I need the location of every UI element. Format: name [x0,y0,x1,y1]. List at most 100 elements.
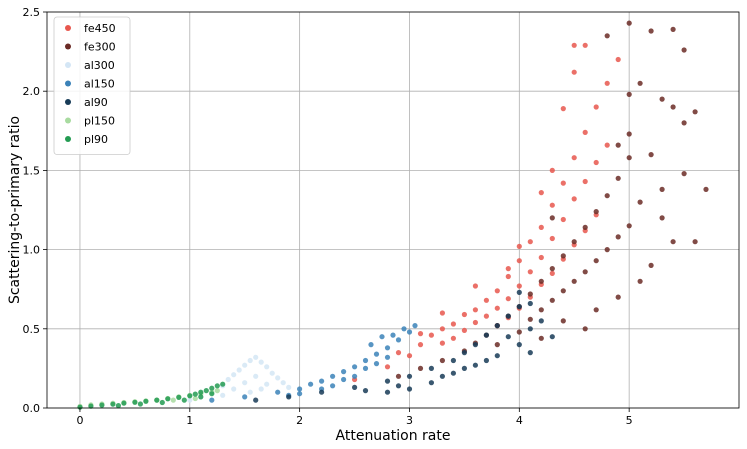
data-point-pl90 [88,403,94,409]
data-point-al300 [264,381,270,387]
data-point-fe450 [549,270,555,276]
data-point-fe450 [472,307,478,313]
data-point-al90 [461,365,467,371]
legend-entry: al90 [84,96,108,109]
x-tick-label: 2 [296,414,303,427]
x-tick-label: 0 [76,414,83,427]
y-tick-label: 1.0 [23,244,41,257]
data-point-al90 [253,397,259,403]
data-point-fe450 [406,353,413,359]
data-point-fe300 [571,239,577,245]
data-point-pl90 [137,401,143,407]
data-point-pl150 [192,395,198,402]
data-point-fe450 [604,142,610,148]
data-point-fe450 [582,129,588,135]
data-point-fe300 [516,329,522,335]
data-point-al150 [362,365,369,371]
data-point-al90 [406,386,413,392]
data-point-fe300 [604,247,610,253]
data-point-al150 [352,364,358,370]
y-axis-ticks: 0.0 0.5 1.0 1.5 2.0 2.5 [23,6,47,415]
data-point-al90 [428,380,434,386]
data-point-al90 [406,373,413,379]
legend-entry: pl150 [84,115,115,128]
data-point-fe450 [516,283,522,289]
data-point-al150 [275,389,281,395]
data-point-fe300 [626,131,632,137]
data-point-fe300 [670,239,676,245]
data-point-pl90 [110,401,116,407]
data-point-pl90 [192,391,198,397]
data-point-pl90 [220,381,226,387]
data-point-al300 [258,386,264,392]
data-point-pl90 [159,399,165,406]
data-point-fe300 [593,258,599,264]
x-axis-label: Attenuation rate [336,428,451,444]
data-point-fe300 [527,316,533,322]
y-tick-label: 1.5 [23,164,41,177]
data-point-fe450 [593,159,599,166]
data-point-fe300 [670,104,676,110]
legend-marker [65,62,71,68]
data-point-al150 [362,357,369,364]
data-point-fe300 [604,33,610,39]
data-point-al90 [472,362,478,368]
data-point-fe300 [582,224,588,230]
data-point-pl90 [209,385,215,391]
data-point-al90 [483,332,489,338]
data-point-pl90 [77,404,83,410]
data-point-fe300 [692,239,698,245]
data-point-al300 [286,384,292,390]
data-point-al150 [341,369,347,375]
data-point-fe300 [593,307,599,313]
series-al150 [209,323,418,403]
data-point-fe450 [615,56,621,63]
data-point-fe450 [472,283,478,289]
data-point-fe450 [439,310,445,316]
legend-marker [65,117,71,124]
data-point-pl90 [214,383,220,389]
series-pl90 [77,381,226,410]
grid-lines [47,11,739,409]
data-point-pl90 [132,399,138,405]
data-point-al300 [242,362,248,368]
data-point-pl150 [214,388,220,394]
data-point-pl90 [154,397,160,403]
data-point-pl90 [181,397,187,403]
data-point-al150 [308,381,314,387]
x-tick-label: 4 [516,414,523,427]
data-point-al150 [379,334,385,340]
data-point-al150 [373,361,380,367]
legend-box [53,16,131,155]
data-point-al150 [390,332,396,338]
data-point-al300 [242,380,248,386]
data-point-al90 [439,373,445,379]
data-point-al300 [253,354,259,360]
legend-marker [65,25,71,31]
data-point-al150 [373,351,380,357]
series-al90 [253,289,555,403]
data-point-fe300 [538,278,544,284]
data-point-fe300 [648,28,654,34]
data-point-al90 [505,313,511,319]
data-point-fe450 [582,42,588,48]
data-point-fe450 [527,239,533,245]
data-point-fe450 [549,235,555,242]
data-point-al300 [220,392,226,398]
data-point-al300 [247,389,253,395]
data-point-al300 [269,370,275,376]
data-point-pl90 [121,400,127,406]
data-point-fe450 [560,180,566,186]
data-point-al90 [395,383,402,389]
data-point-pl90 [198,389,204,395]
data-point-al90 [494,323,500,329]
data-point-al90 [319,389,325,395]
data-point-fe300 [538,335,544,341]
data-point-al90 [450,357,456,364]
data-point-fe450 [417,331,424,337]
data-point-al300 [247,357,253,364]
data-point-al150 [368,342,374,348]
data-point-fe300 [549,297,555,303]
data-point-fe300 [582,326,588,332]
